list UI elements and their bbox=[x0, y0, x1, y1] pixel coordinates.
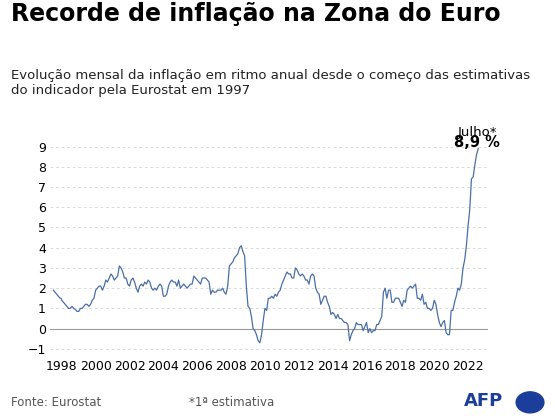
Text: AFP: AFP bbox=[463, 391, 503, 409]
Text: Fonte: Eurostat: Fonte: Eurostat bbox=[11, 396, 102, 410]
Text: do indicador pela Eurostat em 1997: do indicador pela Eurostat em 1997 bbox=[11, 84, 250, 97]
Text: Julho*: Julho* bbox=[458, 126, 497, 139]
Text: *1ª estimativa: *1ª estimativa bbox=[189, 396, 274, 410]
Text: 8,9 %: 8,9 % bbox=[455, 134, 501, 150]
Text: Evolução mensal da inflação em ritmo anual desde o começo das estimativas: Evolução mensal da inflação em ritmo anu… bbox=[11, 69, 530, 82]
Text: Recorde de inflação na Zona do Euro: Recorde de inflação na Zona do Euro bbox=[11, 2, 501, 26]
